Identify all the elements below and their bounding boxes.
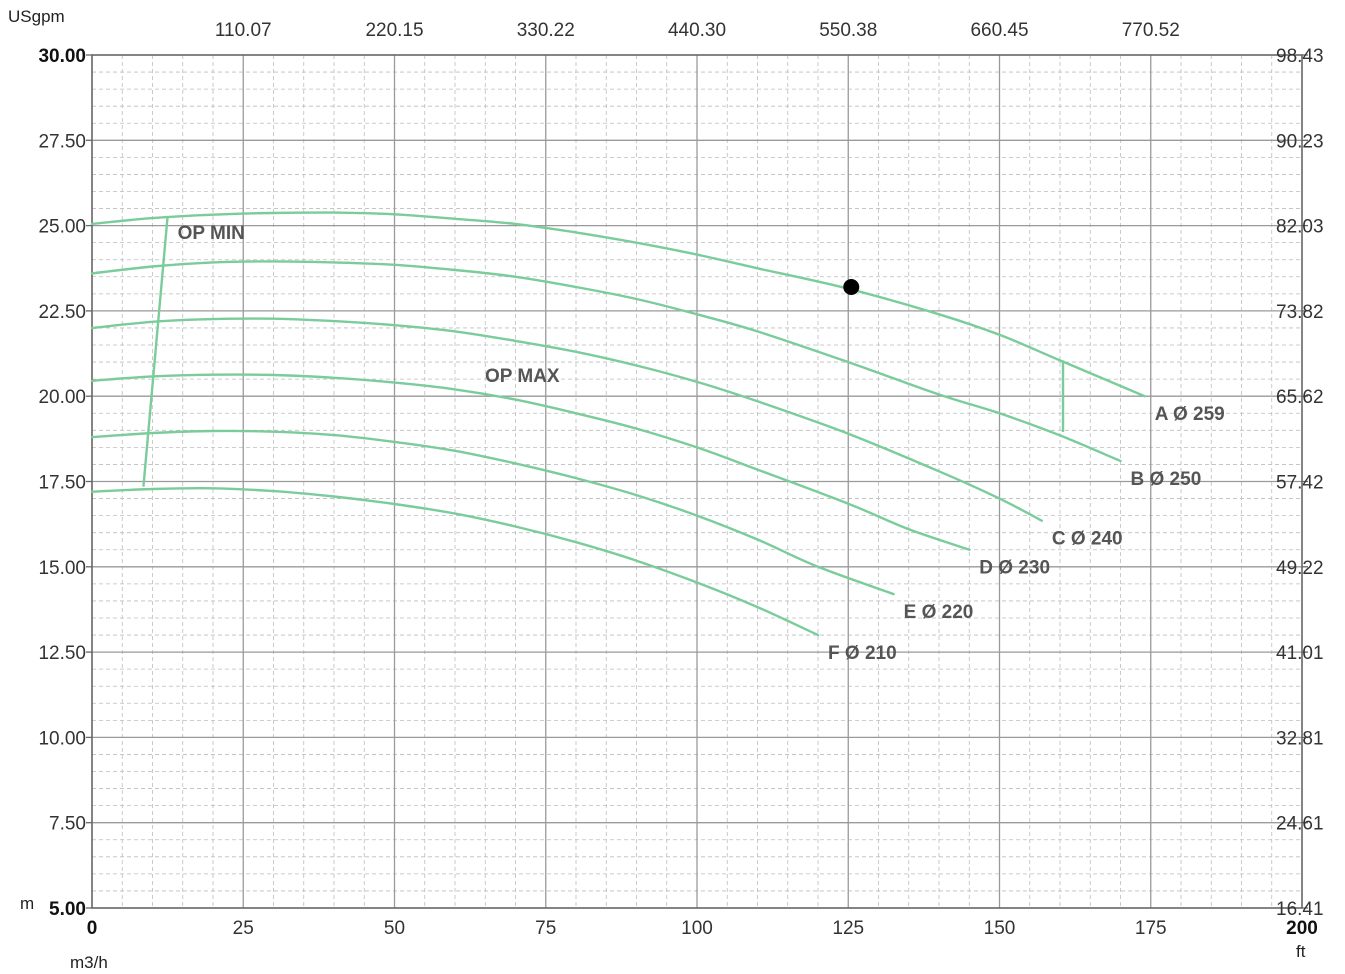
x-tick-label: 50 bbox=[384, 918, 405, 939]
pump-curve-b bbox=[90, 260, 1122, 463]
y-tick-label: 20.00 bbox=[38, 387, 86, 408]
pump-curve-d bbox=[90, 373, 971, 551]
curve-label-e: E Ø 220 bbox=[904, 602, 974, 623]
right-tick-label: 32.81 bbox=[1276, 728, 1324, 749]
pump-curve-c bbox=[90, 317, 1043, 522]
right-tick-label: 41.01 bbox=[1276, 643, 1324, 664]
x-tick-label: 175 bbox=[1135, 918, 1167, 939]
x-tick-label: 200 bbox=[1286, 918, 1318, 939]
op-min-line bbox=[142, 215, 169, 487]
right-tick-label: 73.82 bbox=[1276, 302, 1324, 323]
pump-curve-a bbox=[90, 211, 1146, 398]
x-tick-label: 0 bbox=[87, 918, 98, 939]
curve-label-b: B Ø 250 bbox=[1131, 469, 1202, 490]
y-tick-label: 25.00 bbox=[38, 217, 86, 238]
right-tick-label: 82.03 bbox=[1276, 217, 1324, 238]
y-tick-label: 30.00 bbox=[38, 46, 86, 67]
pump-curves bbox=[90, 211, 1146, 637]
grid bbox=[92, 55, 1302, 908]
top-axis-unit: USgpm bbox=[8, 7, 65, 26]
x-tick-label: 75 bbox=[535, 918, 556, 939]
top-tick-label: 330.22 bbox=[517, 20, 575, 41]
right-tick-label: 65.62 bbox=[1276, 387, 1324, 408]
curve-label-c: C Ø 240 bbox=[1052, 529, 1123, 550]
right-tick-label: 49.22 bbox=[1276, 558, 1324, 579]
curve-label-a: A Ø 259 bbox=[1155, 404, 1225, 425]
top-tick-label: 550.38 bbox=[819, 20, 877, 41]
curve-label-d: D Ø 230 bbox=[979, 558, 1050, 579]
y-tick-label: 22.50 bbox=[38, 302, 86, 323]
y-tick-label: 5.00 bbox=[49, 899, 86, 920]
right-tick-label: 24.61 bbox=[1276, 814, 1324, 835]
x-tick-label: 150 bbox=[984, 918, 1016, 939]
axes: 0 25 50 75 100 125 150 175 200 5.00 7.50 10.00 12.50… bbox=[38, 20, 1323, 939]
y-axis-unit: m bbox=[20, 894, 34, 913]
operating-limits bbox=[142, 215, 1065, 487]
curve-label-f: F Ø 210 bbox=[828, 643, 897, 664]
y-tick-label: 17.50 bbox=[38, 473, 86, 494]
right-axis-unit: ft bbox=[1296, 942, 1306, 961]
y-tick-label: 7.50 bbox=[49, 814, 86, 835]
top-tick-label: 110.07 bbox=[215, 20, 272, 41]
x-tick-label: 100 bbox=[681, 918, 713, 939]
y-tick-label: 10.00 bbox=[38, 728, 86, 749]
x-axis-unit: m3/h bbox=[70, 953, 108, 972]
right-tick-label: 57.42 bbox=[1276, 473, 1324, 494]
top-tick-label: 770.52 bbox=[1122, 20, 1180, 41]
top-tick-label: 220.15 bbox=[365, 20, 423, 41]
operating-point bbox=[843, 279, 860, 296]
right-tick-label: 98.43 bbox=[1276, 46, 1324, 67]
right-tick-label: 16.41 bbox=[1276, 899, 1324, 920]
right-tick-label: 90.23 bbox=[1276, 131, 1324, 152]
x-tick-label: 25 bbox=[233, 918, 254, 939]
op-min-label: OP MIN bbox=[178, 223, 245, 244]
top-tick-label: 440.30 bbox=[668, 20, 726, 41]
top-tick-label: 660.45 bbox=[970, 20, 1028, 41]
y-tick-label: 12.50 bbox=[38, 643, 86, 664]
y-tick-label: 15.00 bbox=[38, 558, 86, 579]
y-tick-label: 27.50 bbox=[38, 131, 86, 152]
x-tick-label: 125 bbox=[832, 918, 864, 939]
pump-curve-f bbox=[90, 486, 820, 637]
pump-curve-e bbox=[90, 429, 895, 596]
op-max-label: OP MAX bbox=[485, 366, 560, 387]
